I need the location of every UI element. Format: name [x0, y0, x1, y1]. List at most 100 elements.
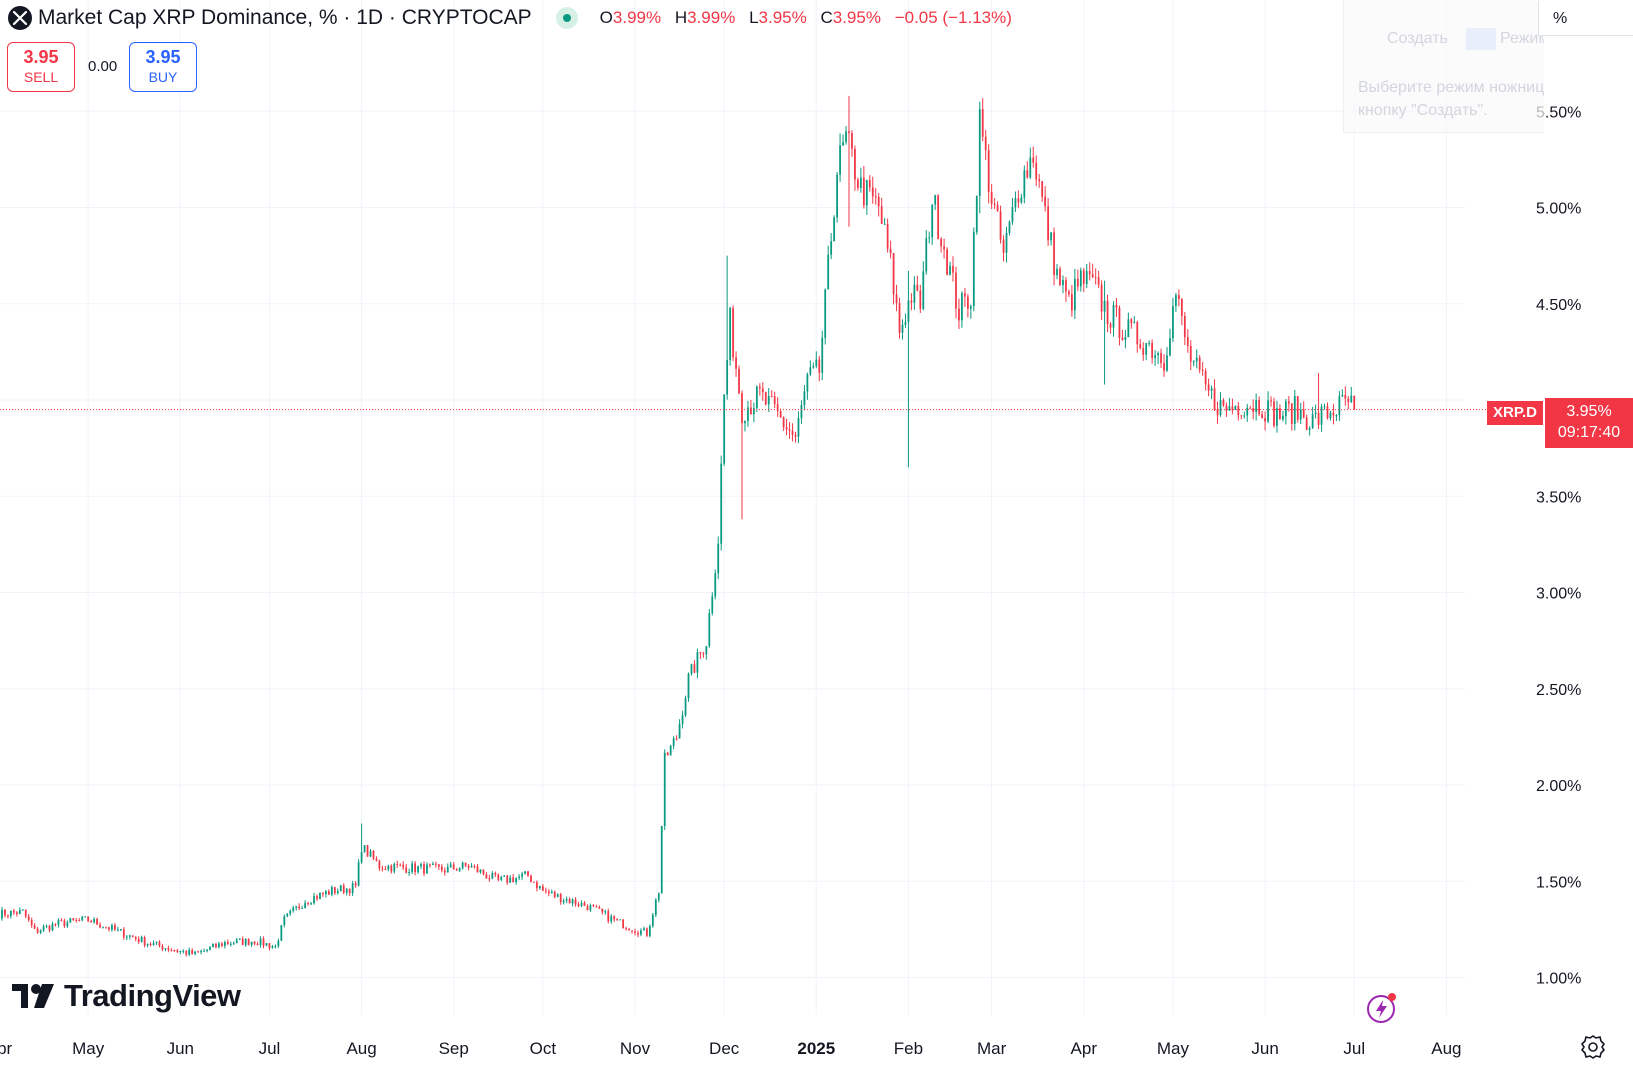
candle-body: [102, 927, 104, 929]
chart-grid: [0, 0, 1465, 1015]
candle-body: [1186, 337, 1189, 346]
candle-body: [1029, 157, 1032, 178]
candle-body: [574, 899, 577, 905]
candle-body: [1311, 414, 1314, 429]
candle-body: [366, 845, 369, 857]
candle-body: [1032, 157, 1035, 163]
candle-body: [779, 411, 782, 418]
candle-body: [1302, 409, 1305, 418]
candle-body: [877, 196, 880, 207]
low-label: L: [749, 8, 759, 27]
candle-body: [669, 745, 672, 756]
candle-body: [393, 863, 396, 872]
sell-button[interactable]: 3.95 SELL: [7, 42, 75, 92]
candle-body: [1053, 232, 1055, 276]
x-tick-label: Jul: [1343, 1039, 1365, 1058]
candle-body: [562, 900, 565, 903]
candle-body: [955, 272, 957, 309]
candle-body: [18, 909, 21, 915]
candle-body: [527, 871, 529, 876]
candle-body: [1136, 322, 1139, 345]
candle-body: [922, 271, 925, 309]
candle-body: [1240, 415, 1243, 417]
candle-body: [640, 930, 642, 935]
candle-body: [1219, 400, 1222, 416]
candle-body: [946, 249, 948, 275]
candle-body: [146, 943, 149, 946]
candle-body: [36, 928, 39, 933]
y-tick-label: 1.50%: [1536, 874, 1581, 891]
candle-body: [1121, 337, 1124, 340]
candle-body: [782, 417, 785, 428]
candle-body: [167, 948, 170, 950]
candle-body: [1320, 406, 1323, 425]
candle-body: [39, 930, 42, 933]
candle-body: [1148, 343, 1151, 345]
sell-price: 3.95: [23, 47, 59, 67]
candle-body: [384, 869, 387, 871]
candle-body: [901, 324, 904, 333]
candle-body: [857, 179, 859, 188]
buy-button[interactable]: 3.95 BUY: [129, 42, 197, 92]
symbol-title[interactable]: Market Cap XRP Dominance, % · 1D · CRYPT…: [38, 6, 532, 29]
settings-icon[interactable]: [1580, 1034, 1606, 1060]
candle-body: [610, 916, 613, 922]
scale-mode-label: %: [1553, 10, 1568, 27]
y-tick-label: 1.00%: [1536, 971, 1581, 988]
candle-body: [1216, 409, 1219, 416]
candle-body: [592, 905, 595, 907]
candle-body: [417, 866, 419, 873]
candle-body: [1133, 322, 1136, 324]
candle-body: [1305, 417, 1308, 430]
y-tick-label: 4.50%: [1536, 297, 1581, 314]
candle-body: [1088, 270, 1091, 275]
candle-body: [319, 892, 321, 899]
market-status-icon[interactable]: [555, 7, 578, 29]
candle-body: [1228, 406, 1231, 411]
candle-body: [304, 902, 307, 908]
candle-body: [99, 924, 101, 928]
candle-body: [702, 653, 705, 655]
sell-label: SELL: [23, 69, 59, 85]
candle-body: [794, 434, 797, 437]
candle-body: [1050, 232, 1052, 241]
candle-body: [999, 211, 1002, 240]
close-label: C: [820, 8, 833, 27]
candle-body: [1154, 355, 1156, 358]
candle-body: [1079, 270, 1082, 287]
create-button[interactable]: Создать: [1387, 30, 1448, 47]
candle-body: [434, 863, 437, 865]
scale-mode-button[interactable]: %: [1538, 1, 1633, 36]
candle-body: [1169, 338, 1171, 356]
candle-body: [325, 891, 327, 895]
candle-body: [675, 738, 678, 740]
candle-body: [122, 929, 125, 938]
candle-body: [1094, 277, 1097, 279]
candle-body: [758, 386, 761, 389]
candle-body: [48, 925, 51, 931]
candle-body: [1071, 294, 1073, 311]
x-tick-label: Mar: [977, 1039, 1007, 1058]
mode-button[interactable]: Режим: [1500, 30, 1544, 47]
candle-body: [1338, 396, 1341, 416]
candle-body: [931, 204, 934, 238]
time-axis[interactable]: Apr May Jun Jul Aug Sep Oct Nov Dec 2025 Feb Mar Apr…: [0, 1039, 1461, 1058]
candle-body: [830, 241, 833, 255]
bolt-icon[interactable]: [1364, 990, 1400, 1026]
candle-body: [631, 930, 633, 932]
candle-body: [1127, 319, 1130, 338]
candle-body: [1115, 305, 1118, 308]
candle-body: [1308, 428, 1311, 430]
candle-body: [1157, 353, 1159, 356]
candle-body: [943, 246, 945, 250]
candle-body: [449, 864, 452, 867]
candle-body: [815, 359, 818, 367]
candle-body: [803, 391, 806, 406]
candle-body: [333, 887, 336, 894]
candle-body: [1175, 295, 1177, 307]
candle-body: [672, 738, 675, 746]
candle-body: [711, 596, 714, 614]
price-axis[interactable]: 5.50% 5.00% 4.50% 3.50% 3.00% 2.50% 2.00% 1.50%…: [1536, 104, 1581, 987]
tradingview-logo[interactable]: TradingView: [12, 978, 241, 1014]
